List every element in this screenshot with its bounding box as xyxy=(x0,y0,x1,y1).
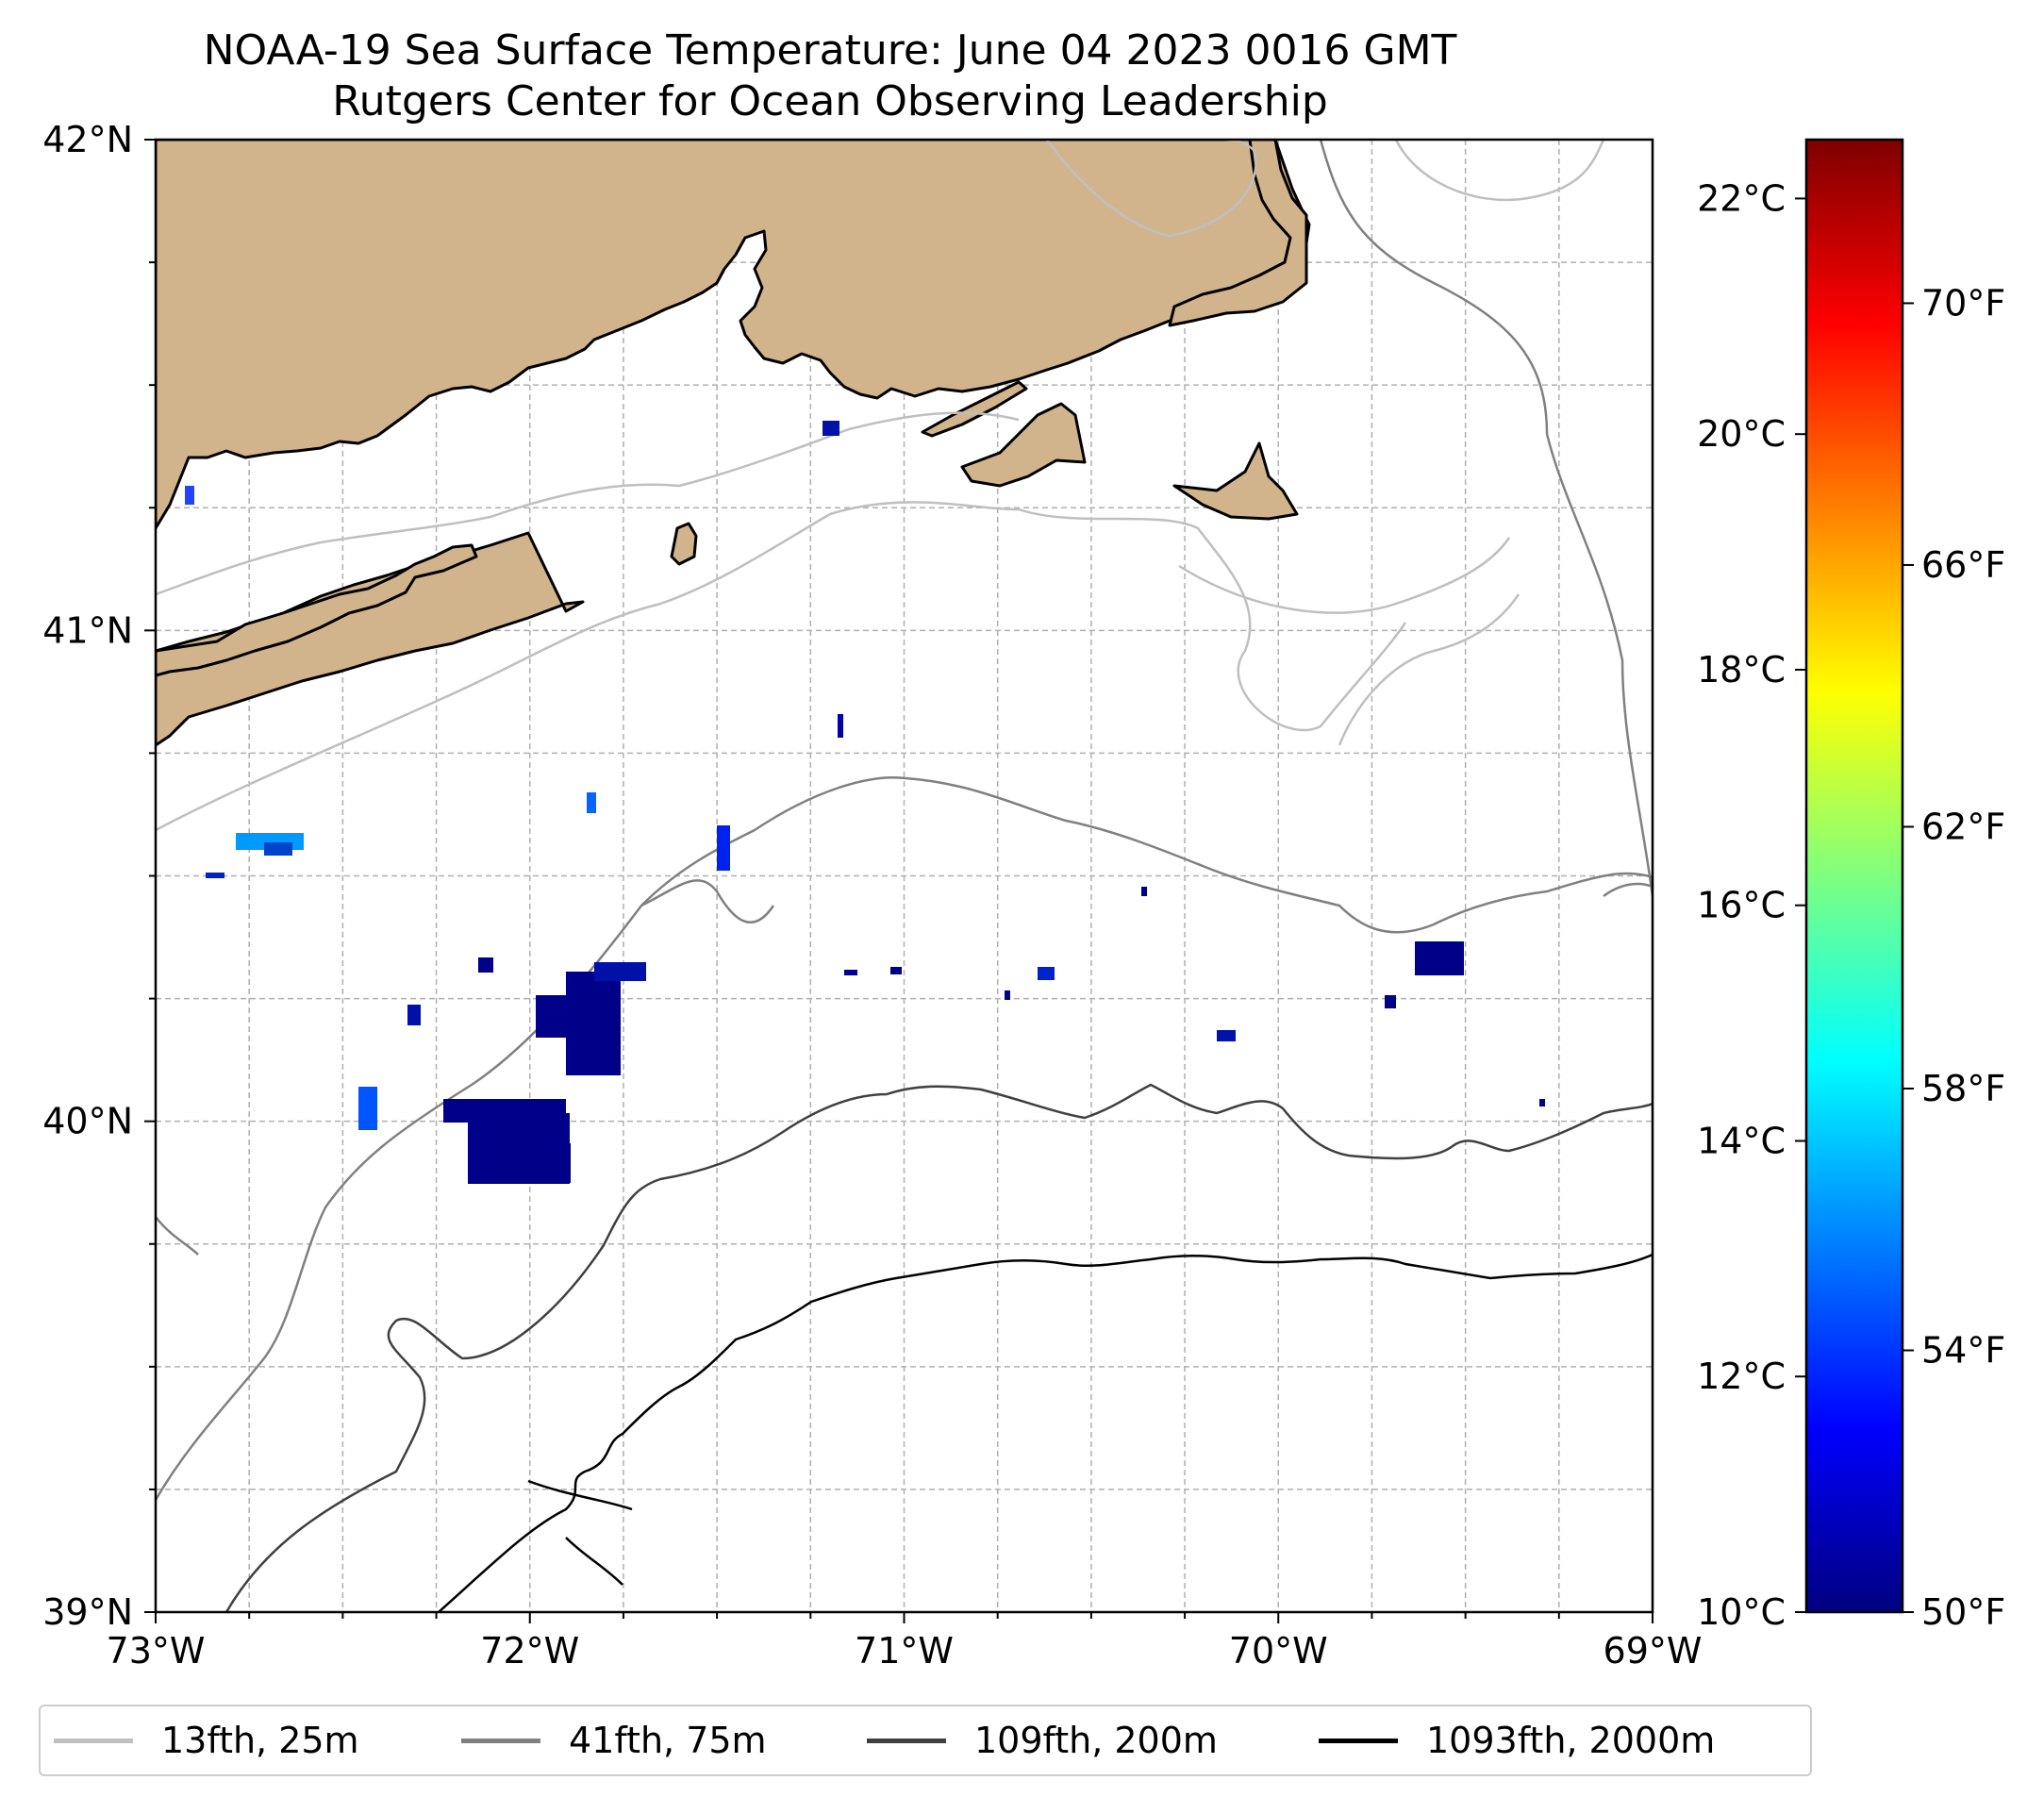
sst-patch xyxy=(185,486,194,505)
legend-label-2000m: 1093fth, 2000m xyxy=(1426,1720,1716,1761)
colorbar-fahrenheit-axis: 50°F 54°F 58°F 62°F 66°F 70°F xyxy=(1903,282,2005,1633)
contour-200m xyxy=(224,1083,1653,1612)
y-tick-label: 41°N xyxy=(42,609,133,651)
sst-patch xyxy=(358,1087,377,1130)
sst-patch xyxy=(717,825,730,871)
sst-patch xyxy=(1539,1099,1545,1106)
colorbar xyxy=(1804,138,1904,1614)
land-cape-cod xyxy=(1168,140,1308,327)
land-new-england xyxy=(156,140,1311,530)
x-tick-label: 70°W xyxy=(1229,1630,1328,1672)
legend-swatch-200m xyxy=(867,1738,946,1743)
legend-label-200m: 109fth, 200m xyxy=(974,1720,1218,1761)
x-tick-label: 69°W xyxy=(1604,1630,1703,1672)
fahrenheit-tick-label: 62°F xyxy=(1921,806,2005,847)
sst-patch xyxy=(1385,995,1396,1008)
x-tick-label: 72°W xyxy=(480,1630,579,1672)
sst-patch xyxy=(495,1143,571,1183)
land-marthas-vineyard xyxy=(960,402,1087,488)
fahrenheit-tick-label: 70°F xyxy=(1921,282,2005,324)
legend-item: 41fth, 75m xyxy=(461,1706,767,1774)
legend-item: 13fth, 25m xyxy=(54,1706,359,1774)
sst-patch xyxy=(890,967,902,974)
legend-swatch-75m xyxy=(461,1738,540,1743)
celsius-tick-label: 18°C xyxy=(1697,649,1786,691)
sst-patch xyxy=(844,970,857,975)
y-tick-label: 39°N xyxy=(42,1591,133,1633)
fahrenheit-tick-label: 54°F xyxy=(1921,1329,2005,1371)
land-long-island-north xyxy=(156,543,478,677)
sst-patch xyxy=(1038,967,1055,980)
sst-patch xyxy=(407,1005,421,1025)
x-tick-label: 71°W xyxy=(855,1630,954,1672)
sst-patch xyxy=(478,957,493,973)
contour-75m xyxy=(156,140,1653,1501)
legend-label-25m: 13fth, 25m xyxy=(161,1720,359,1761)
fahrenheit-tick-label: 50°F xyxy=(1921,1591,2005,1633)
celsius-tick-label: 20°C xyxy=(1697,413,1786,455)
legend-label-75m: 41fth, 75m xyxy=(569,1720,767,1761)
celsius-tick-label: 22°C xyxy=(1697,177,1786,219)
legend-swatch-25m xyxy=(54,1738,133,1743)
sst-pixels xyxy=(185,421,1545,1184)
chart-title: NOAA-19 Sea Surface Temperature: June 04… xyxy=(203,26,1457,75)
sst-patch xyxy=(1415,941,1464,975)
land-block-island xyxy=(670,522,698,566)
sst-patch xyxy=(566,972,621,1075)
sst-patch xyxy=(1141,887,1147,896)
celsius-tick-label: 12°C xyxy=(1697,1356,1786,1397)
legend-swatch-2000m xyxy=(1319,1738,1398,1743)
land-elizabeth-islands xyxy=(921,380,1028,438)
sst-patch xyxy=(838,714,843,738)
sst-patch xyxy=(594,962,646,981)
contour-legend: 13fth, 25m 41fth, 75m 109fth, 200m 1093f… xyxy=(39,1705,1812,1776)
sst-patch xyxy=(587,792,596,813)
y-tick-label: 40°N xyxy=(42,1101,133,1142)
fahrenheit-tick-label: 58°F xyxy=(1921,1068,2005,1109)
contour-2000m xyxy=(438,1253,1653,1612)
contour-25m xyxy=(156,140,1605,832)
land xyxy=(156,140,1311,747)
legend-item: 1093fth, 2000m xyxy=(1319,1706,1715,1774)
land-long-island xyxy=(156,531,585,747)
celsius-tick-label: 16°C xyxy=(1697,885,1786,926)
land-nantucket xyxy=(1172,441,1299,521)
y-tick-label: 42°N xyxy=(42,119,133,160)
sst-patch xyxy=(1005,990,1010,1000)
sst-patch xyxy=(1217,1030,1236,1041)
y-axis: 42°N 41°N 40°N 39°N xyxy=(42,119,156,1633)
legend-item: 109fth, 200m xyxy=(867,1706,1218,1774)
x-tick-label: 73°W xyxy=(107,1630,206,1672)
fahrenheit-tick-label: 66°F xyxy=(1921,544,2005,586)
x-axis: 73°W 72°W 71°W 70°W 69°W xyxy=(107,1612,1703,1672)
sst-patch xyxy=(823,421,839,436)
celsius-tick-label: 14°C xyxy=(1697,1120,1786,1161)
celsius-tick-label: 10°C xyxy=(1697,1591,1786,1633)
colorbar-celsius-axis: 10°C 12°C 14°C 16°C 18°C 20°C 22°C xyxy=(1697,177,1806,1633)
sst-patch xyxy=(264,842,292,856)
chart-subtitle: Rutgers Center for Ocean Observing Leade… xyxy=(332,77,1328,125)
sst-patch xyxy=(206,873,224,878)
